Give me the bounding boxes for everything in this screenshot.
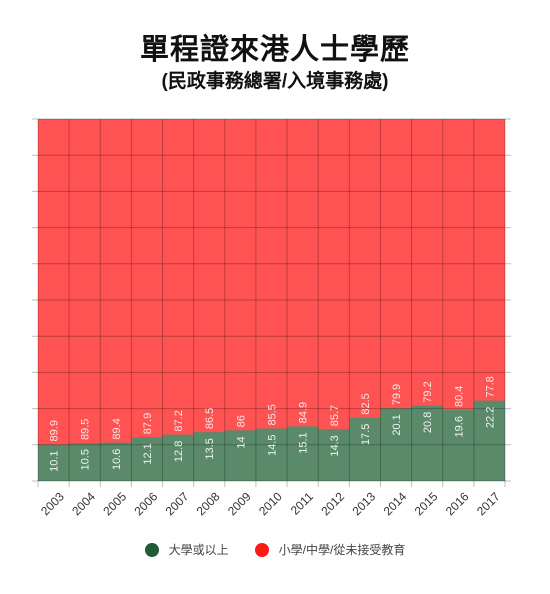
x-tick-label: 2011 xyxy=(288,489,316,517)
data-label-university: 10.6 xyxy=(111,449,123,470)
data-label-university: 14.3 xyxy=(329,435,341,456)
data-label-secondary: 84.9 xyxy=(298,402,310,423)
data-label-secondary: 89.9 xyxy=(49,420,61,441)
legend-label-secondary: 小學/中學/從未接受教育 xyxy=(278,543,406,557)
data-label-secondary: 80.4 xyxy=(453,386,465,407)
data-label-secondary: 79.2 xyxy=(422,381,434,402)
x-tick-label: 2004 xyxy=(69,489,98,518)
data-label-secondary: 79.9 xyxy=(391,384,403,405)
data-label-university: 12.1 xyxy=(142,443,154,464)
data-label-secondary: 86.5 xyxy=(204,408,216,429)
x-tick-label: 2008 xyxy=(194,489,223,518)
x-tick-label: 2016 xyxy=(443,489,472,518)
data-label-university: 20.8 xyxy=(422,412,434,433)
data-label-university: 15.1 xyxy=(298,432,310,453)
x-tick-label: 2014 xyxy=(381,489,410,518)
area-university xyxy=(38,400,505,481)
data-label-university: 22.2 xyxy=(484,407,496,428)
x-tick-label: 2006 xyxy=(132,489,161,518)
data-label-secondary: 87.9 xyxy=(142,413,154,434)
data-label-secondary: 85.5 xyxy=(267,404,279,425)
legend-item-university[interactable]: 大學或以上 xyxy=(144,541,229,558)
data-label-university: 19.6 xyxy=(453,416,465,437)
x-tick-label: 2010 xyxy=(256,489,285,518)
data-label-secondary: 82.5 xyxy=(360,393,372,414)
data-label-secondary: 85.7 xyxy=(329,405,341,426)
legend-label-university: 大學或以上 xyxy=(168,543,229,557)
data-label-university: 10.1 xyxy=(49,450,61,471)
data-label-university: 14.5 xyxy=(267,435,279,456)
data-label-secondary: 77.8 xyxy=(484,376,496,397)
data-label-secondary: 87.2 xyxy=(173,410,185,431)
x-tick-label: 2007 xyxy=(163,489,192,518)
data-label-secondary: 89.4 xyxy=(111,418,123,439)
x-tick-label: 2012 xyxy=(318,489,347,518)
legend-swatch-secondary xyxy=(254,542,269,557)
data-label-university: 17.5 xyxy=(360,424,372,445)
x-tick-label: 2017 xyxy=(474,489,503,518)
data-label-university: 10.5 xyxy=(80,449,92,470)
legend-swatch-university xyxy=(144,542,159,557)
chart-title: 單程證來港人士學歷 xyxy=(139,34,410,66)
chart-subtitle: (民政事務總署/入境事務處) xyxy=(161,71,389,92)
x-tick-label: 2015 xyxy=(412,489,441,518)
x-tick-label: 2005 xyxy=(100,489,129,518)
legend-item-secondary[interactable]: 小學/中學/從未接受教育 xyxy=(254,541,406,558)
data-label-secondary: 86 xyxy=(235,415,247,427)
data-label-secondary: 89.5 xyxy=(80,419,92,440)
x-tick-label: 2009 xyxy=(225,489,254,518)
x-tick-label: 2003 xyxy=(38,489,67,518)
data-label-university: 13.5 xyxy=(204,438,216,459)
data-label-university: 12.8 xyxy=(173,441,185,462)
chart-legend: 大學或以上 小學/中學/從未接受教育 xyxy=(0,541,550,558)
data-label-university: 14 xyxy=(235,436,247,448)
data-label-university: 20.1 xyxy=(391,414,403,435)
x-tick-label: 2013 xyxy=(349,489,378,518)
